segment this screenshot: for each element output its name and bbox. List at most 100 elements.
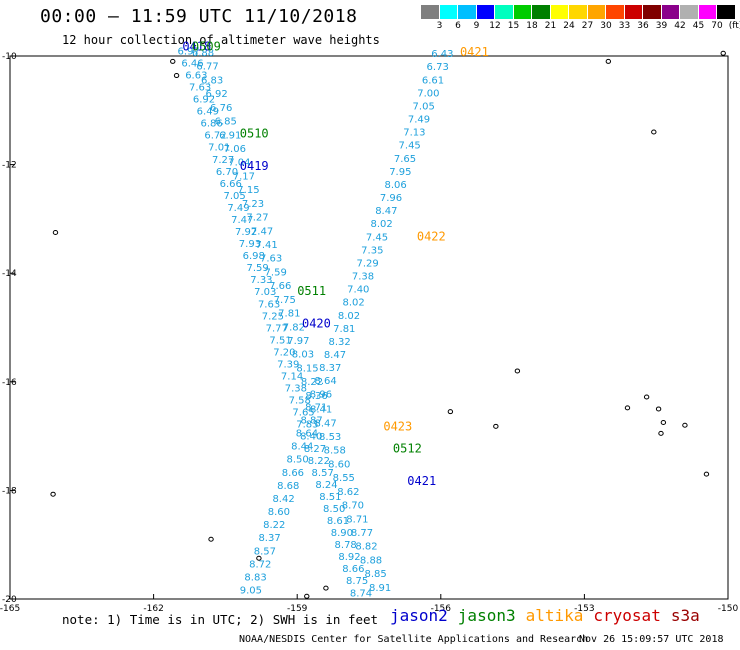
- wave-height-value: 8.51: [319, 492, 341, 503]
- wave-height-value: 7.65: [292, 408, 314, 419]
- wave-height-value: 7.49: [408, 115, 430, 126]
- wave-height-value: 8.27: [304, 444, 326, 455]
- island-outline: [624, 405, 631, 411]
- island-outline: [170, 58, 176, 64]
- wave-height-value: 8.22: [263, 520, 285, 531]
- wave-height-value: 8.66: [342, 564, 364, 575]
- wave-height-value: 7.59: [246, 263, 268, 274]
- color-scale-label: 39: [655, 21, 668, 31]
- wave-height-value: 7.29: [357, 258, 379, 269]
- wave-height-value: 6.73: [427, 62, 449, 73]
- wave-height-value: 8.87: [300, 415, 322, 426]
- island-outline: [703, 471, 710, 477]
- wave-height-value: 7.15: [237, 185, 259, 196]
- island-outline: [323, 585, 329, 591]
- island-outline: [208, 536, 214, 542]
- wave-height-value: 7.13: [403, 128, 425, 139]
- wave-height-value: 8.42: [272, 494, 294, 505]
- lat-tick-label: -18: [2, 486, 17, 496]
- axis-layer: -10 -12 -14 -16 -18 -20-165 -162 -159 -156 -153 -1…: [0, 52, 738, 614]
- wave-height-value: 6.92: [193, 95, 215, 106]
- wave-height-value: 7.38: [285, 384, 307, 395]
- lon-tick-label: -153: [574, 604, 594, 614]
- wave-height-value: 7.59: [265, 267, 287, 278]
- wave-height-value: 7.05: [413, 101, 435, 112]
- island-outline: [682, 422, 688, 428]
- color-scale-label: (ft): [728, 21, 740, 31]
- color-scale-label: 15: [507, 21, 520, 31]
- island-outline: [658, 430, 664, 436]
- color-scale-label: 42: [674, 21, 686, 31]
- map-subtitle: 12 hour collection of altimeter wave hei…: [62, 33, 380, 47]
- wave-height-value: 8.02: [371, 219, 393, 230]
- wave-height-value: 7.38: [352, 272, 374, 283]
- wave-height-value: 8.06: [385, 180, 407, 191]
- wave-height-value: 7.81: [278, 309, 300, 320]
- wave-height-value: 7.45: [366, 232, 388, 243]
- color-scale-swatch: [513, 5, 532, 19]
- wave-height-value: 8.71: [305, 402, 327, 413]
- wave-height-value: 8.62: [337, 487, 359, 498]
- wave-height-value: 7.25: [262, 311, 284, 322]
- wave-height-value: 7.58: [289, 396, 311, 407]
- pass-time-label: 0423: [383, 420, 412, 434]
- wave-height-value: 7.81: [333, 324, 355, 335]
- wave-height-value: 8.88: [360, 555, 382, 566]
- color-scale-label: 18: [526, 21, 538, 31]
- island-outline: [605, 58, 612, 64]
- wave-height-value: 7.01: [208, 143, 230, 154]
- credit-line: NOAA/NESDIS Center for Satellite Applica…: [239, 634, 589, 645]
- lat-tick-label: -20: [2, 595, 17, 605]
- color-scale-label: 70: [711, 21, 723, 31]
- color-scale-label: 36: [637, 21, 649, 31]
- color-scale-label: 24: [563, 21, 575, 31]
- color-scale-swatch: [532, 5, 551, 19]
- color-scale-swatch: [439, 5, 458, 19]
- lon-tick-label: -165: [0, 604, 20, 614]
- wave-height-value: 7.27: [246, 213, 268, 224]
- color-scale-swatch: [476, 5, 495, 19]
- wave-height-value: 6.88: [192, 48, 214, 59]
- color-scale-swatch: [643, 5, 662, 19]
- color-scale-swatch: [587, 5, 606, 19]
- wave-height-value: 8.57: [312, 468, 334, 479]
- lat-tick-label: -10: [2, 52, 17, 62]
- wave-height-value: 8.40: [300, 432, 322, 443]
- color-scale-bar: [421, 5, 736, 19]
- lon-tick-label: -159: [287, 604, 308, 614]
- wave-height-value: 8.47: [375, 206, 397, 217]
- island-outline: [50, 491, 56, 497]
- wave-height-value: 7.41: [255, 240, 277, 251]
- color-scale-swatch: [698, 5, 717, 19]
- pass-time-label: 0418: [182, 40, 211, 54]
- wave-height-value: 7.95: [389, 167, 411, 178]
- color-scale-swatch: [550, 5, 569, 19]
- island-outline: [514, 368, 521, 374]
- map-frame: [9, 55, 729, 600]
- wave-height-value: 6.92: [206, 89, 228, 100]
- wave-height-value: 8.37: [258, 533, 280, 544]
- wave-height-value: 7.00: [417, 88, 439, 99]
- color-scale-swatch: [661, 5, 680, 19]
- color-scale-label: 12: [489, 21, 501, 31]
- lon-tick-label: -156: [431, 604, 452, 614]
- color-scale-label: 21: [544, 21, 557, 31]
- wave-height-value: 7.35: [361, 245, 383, 256]
- color-scale-swatch: [624, 5, 643, 19]
- wave-height-value: 6.61: [422, 75, 444, 86]
- map-title: 00:00 – 11:59 UTC 11/10/2018: [40, 6, 358, 27]
- wave-height-value: 6.46: [181, 58, 203, 69]
- wave-height-value: 8.02: [338, 311, 360, 322]
- wave-height-value: 7.14: [281, 372, 303, 383]
- wave-height-value: 8.75: [346, 576, 368, 587]
- wave-height-value: 8.44: [291, 442, 313, 453]
- footnote: note: 1) Time is in UTC; 2) SWH is in fe…: [62, 612, 379, 627]
- wave-height-value: 8.83: [244, 572, 266, 583]
- wave-height-value: 8.72: [249, 559, 271, 570]
- wave-height-value: 8.32: [328, 337, 350, 348]
- wave-height-value: 6.97: [178, 46, 200, 57]
- wave-height-value: 8.71: [346, 514, 368, 525]
- color-scale-label: 33: [618, 21, 631, 31]
- tracks-layer: 6.436.736.617.007.057.497.137.457.657.95…: [178, 46, 454, 599]
- wave-height-value: 6.72: [204, 131, 226, 142]
